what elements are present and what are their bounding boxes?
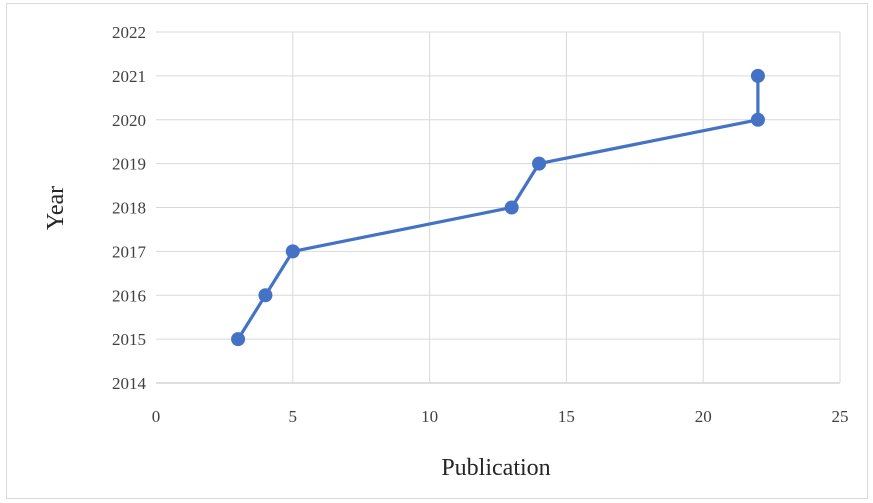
y-tick-label: 2014 <box>112 374 147 393</box>
x-axis-ticks: 0 5 10 15 20 25 <box>152 407 849 426</box>
y-tick-label: 2022 <box>112 23 146 42</box>
x-tick-label: 5 <box>289 407 298 426</box>
data-point <box>532 156 547 171</box>
y-tick-label: 2017 <box>112 242 147 261</box>
data-point <box>504 200 519 215</box>
x-tick-label: 0 <box>152 407 161 426</box>
data-point <box>258 288 273 303</box>
series-group <box>231 68 765 347</box>
x-tick-label: 10 <box>421 407 438 426</box>
x-tick-label: 25 <box>832 407 849 426</box>
y-tick-label: 2020 <box>112 111 146 130</box>
data-point <box>750 68 765 83</box>
y-axis-ticks: 2014 2015 2016 2017 2018 2019 2020 2021 2022 <box>112 23 147 393</box>
y-axis-title: Year <box>43 186 69 230</box>
data-point <box>750 112 765 127</box>
x-axis-title: Publication <box>441 455 550 481</box>
x-tick-label: 15 <box>558 407 575 426</box>
y-tick-label: 2021 <box>112 67 146 86</box>
x-tick-label: 20 <box>695 407 712 426</box>
y-tick-label: 2016 <box>112 286 146 305</box>
data-point <box>231 332 246 347</box>
y-tick-label: 2015 <box>112 330 146 349</box>
data-point <box>285 244 300 259</box>
y-tick-label: 2019 <box>112 155 146 174</box>
y-tick-label: 2018 <box>112 199 146 218</box>
gridlines <box>156 31 841 384</box>
